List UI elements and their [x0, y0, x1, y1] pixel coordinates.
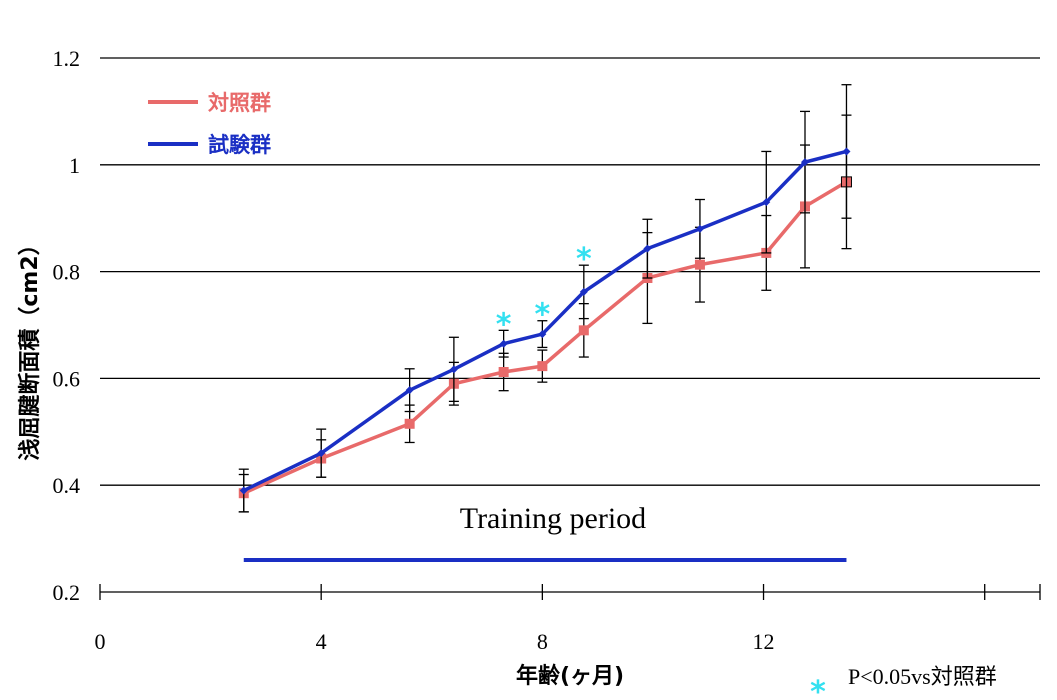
data-point — [579, 287, 588, 296]
x-axis-label: 年齢(ヶ月) — [516, 663, 624, 689]
data-point — [842, 147, 851, 156]
data-point — [801, 158, 809, 167]
grid-lines — [99, 57, 1041, 600]
y-tick-label: 0.8 — [53, 260, 81, 285]
data-point — [499, 339, 508, 348]
significance-star: * — [535, 298, 551, 333]
x-tick-labels: 0 4 8 12 — [95, 629, 775, 654]
x-tick-label: 0 — [95, 629, 106, 654]
data-point — [239, 486, 248, 495]
series-line — [243, 180, 848, 495]
data-point — [498, 366, 509, 377]
y-axis-label: 浅屈腱断面積（cm2） — [17, 233, 43, 460]
data-point — [404, 418, 415, 429]
training-period-label: Training period — [460, 502, 646, 535]
significance-star: * — [496, 307, 512, 342]
x-tick-label: 12 — [753, 629, 775, 654]
data-point — [643, 244, 652, 253]
significance-stars: * * * — [496, 242, 592, 342]
data-point — [538, 330, 547, 339]
y-tick-label: 1 — [69, 153, 80, 178]
data-point — [694, 259, 705, 270]
y-tick-label: 1.2 — [53, 46, 81, 71]
data-point — [537, 361, 548, 372]
y-tick-labels: 0.2 0.4 0.6 0.8 1 1.2 — [53, 46, 81, 605]
x-tick-label: 4 — [316, 629, 327, 654]
data-point — [762, 198, 771, 207]
significance-legend-star: * — [810, 675, 826, 700]
data-point — [405, 386, 414, 395]
significance-star: * — [576, 242, 592, 277]
legend-label: 対照群 — [208, 91, 271, 115]
data-point — [695, 224, 704, 233]
series-2 — [238, 84, 852, 513]
y-tick-label: 0.6 — [53, 366, 81, 391]
significance-note: P<0.05vs対照群 — [848, 664, 997, 689]
data-point — [449, 365, 458, 374]
data-point — [578, 325, 589, 336]
legend-label: 試験群 — [208, 133, 271, 157]
y-tick-label: 0.4 — [53, 473, 81, 498]
series-line — [243, 149, 847, 493]
x-tick-label: 8 — [537, 629, 548, 654]
series-group — [238, 84, 852, 513]
data-point — [317, 449, 326, 458]
y-tick-label: 0.2 — [53, 580, 81, 605]
